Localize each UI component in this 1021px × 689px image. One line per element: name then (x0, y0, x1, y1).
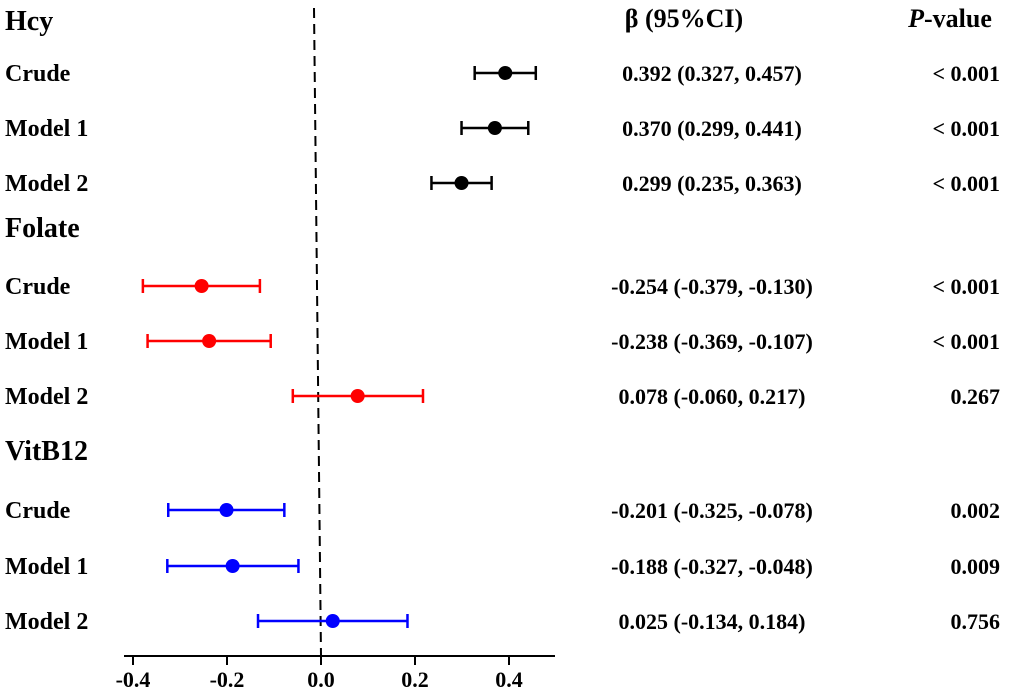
beta-column-header: β (95%CI) (625, 4, 743, 33)
estimate-point-folate-crude (194, 279, 209, 293)
row-labels: Hcy Crude Model 1 Model 2 Folate Crude Model 1… (5, 6, 88, 635)
row-label-vitb12-model-1: Model 1 (5, 554, 88, 580)
row-label-hcy-model-2: Model 2 (5, 171, 88, 197)
beta-ci-text-folate-crude: -0.254 (-0.379, -0.130) (611, 274, 813, 299)
p-value-text-folate-model-1: < 0.001 (932, 329, 1000, 354)
beta-ci-text-hcy-model-1: 0.370 (0.299, 0.441) (622, 116, 802, 141)
estimate-columns: 0.392 (0.327, 0.457) < 0.001 0.370 (0.299,… (611, 61, 1000, 634)
estimate-point-vitb12-model-2 (325, 614, 340, 628)
estimate-point-hcy-crude (498, 66, 513, 80)
p-value-text-vitb12-model-2: 0.756 (951, 609, 1001, 634)
estimate-point-hcy-model-2 (454, 176, 469, 190)
row-label-folate-crude: Crude (5, 274, 71, 300)
row-label-hcy-crude: Crude (5, 61, 71, 87)
p-value-text-hcy-model-1: < 0.001 (932, 116, 1000, 141)
group-title-folate: Folate (5, 213, 80, 244)
p-value-text-vitb12-model-1: 0.009 (951, 554, 1001, 579)
x-tick-label-2: 0.0 (307, 667, 335, 689)
estimate-point-vitb12-model-1 (225, 559, 240, 573)
plot-marks (141, 66, 538, 628)
x-tick-label-1: -0.2 (210, 667, 245, 689)
row-label-vitb12-crude: Crude (5, 498, 71, 524)
estimate-point-vitb12-crude (219, 503, 234, 517)
estimate-point-folate-model-1 (202, 334, 217, 348)
reference-line-zero (313, 7, 322, 657)
row-label-vitb12-model-2: Model 2 (5, 609, 88, 635)
p-value-text-vitb12-crude: 0.002 (951, 498, 1001, 523)
x-tick-label-3: 0.2 (401, 667, 429, 689)
p-value-text-hcy-crude: < 0.001 (932, 61, 1000, 86)
beta-ci-text-hcy-crude: 0.392 (0.327, 0.457) (622, 61, 802, 86)
estimate-point-hcy-model-1 (487, 121, 502, 135)
group-title-vitb12: VitB12 (5, 436, 88, 467)
row-label-folate-model-1: Model 1 (5, 329, 88, 355)
row-label-hcy-model-1: Model 1 (5, 116, 88, 142)
beta-ci-text-vitb12-model-1: -0.188 (-0.327, -0.048) (611, 554, 813, 579)
beta-ci-text-folate-model-1: -0.238 (-0.369, -0.107) (611, 329, 813, 354)
row-label-folate-model-2: Model 2 (5, 384, 88, 410)
p-value-text-folate-crude: < 0.001 (932, 274, 1000, 299)
x-tick-label-0: -0.4 (116, 667, 151, 689)
estimate-point-folate-model-2 (350, 389, 365, 403)
beta-ci-text-vitb12-model-2: 0.025 (-0.134, 0.184) (619, 609, 806, 634)
p-value-header-rest: -value (924, 4, 992, 33)
p-value-text-hcy-model-2: < 0.001 (932, 171, 1000, 196)
p-value-header-italic: P (907, 4, 925, 33)
beta-ci-text-vitb12-crude: -0.201 (-0.325, -0.078) (611, 498, 813, 523)
beta-ci-text-hcy-model-2: 0.299 (0.235, 0.363) (622, 171, 802, 196)
p-value-text-folate-model-2: 0.267 (951, 384, 1001, 409)
x-tick-label-4: 0.4 (495, 667, 523, 689)
group-title-hcy: Hcy (5, 6, 53, 37)
beta-ci-text-folate-model-2: 0.078 (-0.060, 0.217) (619, 384, 806, 409)
p-value-column-header: P-value (907, 4, 992, 33)
x-axis: -0.4 -0.2 0.0 0.2 0.4 (116, 656, 523, 689)
